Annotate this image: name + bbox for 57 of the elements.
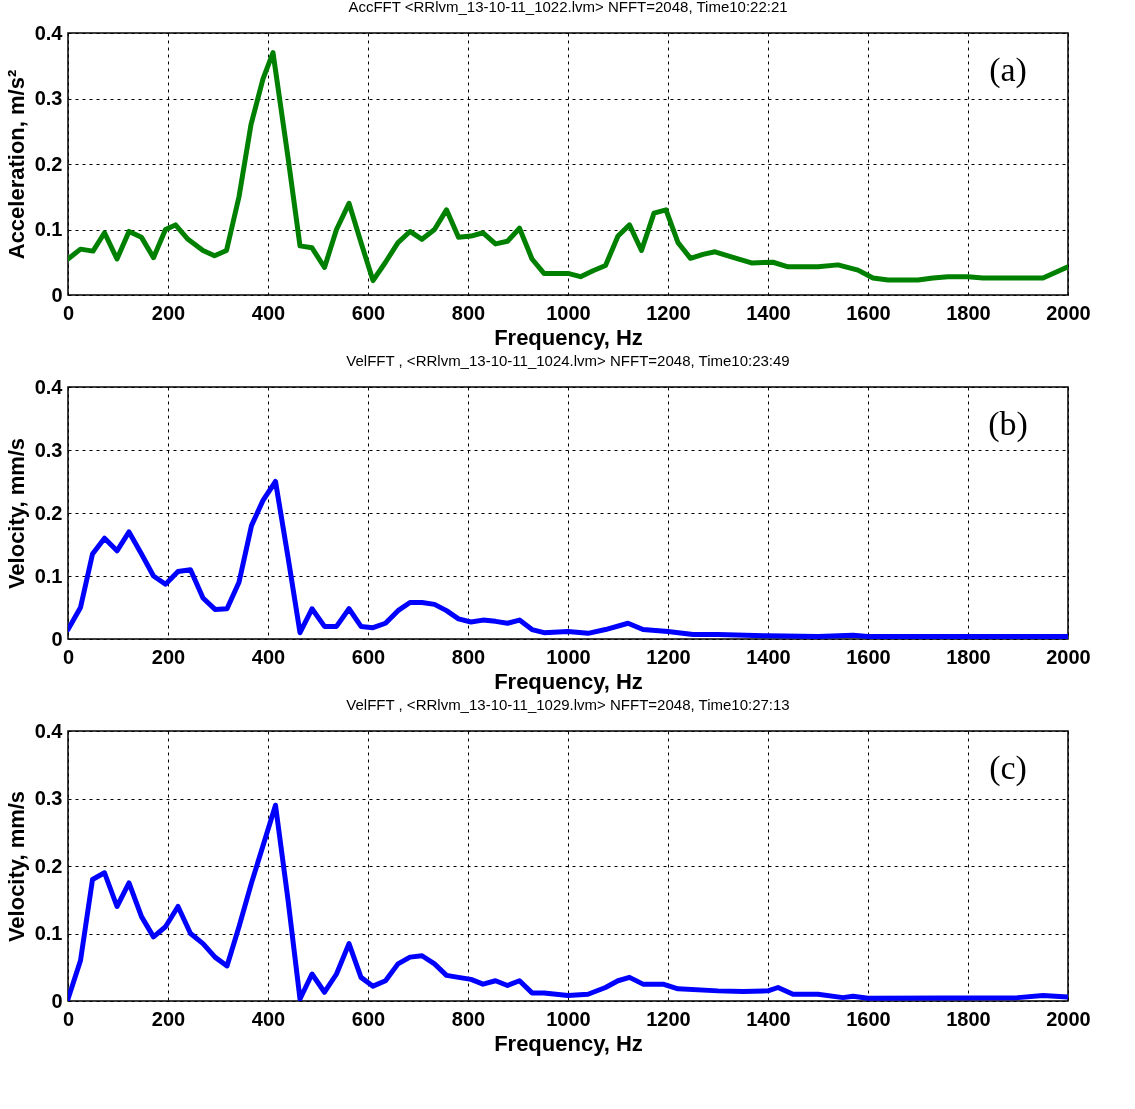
y-tick-label: 0.4 <box>34 719 64 742</box>
x-tick-label: 200 <box>151 301 186 324</box>
annotation: (c) <box>989 749 1027 787</box>
chart-title: AccFFT <RRlvm_13-10-11_1022.lvm> NFFT=2048, Time10:22:21 <box>348 0 788 15</box>
x-tick-label: 1400 <box>746 1007 791 1030</box>
x-tick-label: 400 <box>251 645 286 668</box>
x-tick-label: 600 <box>351 645 386 668</box>
x-tick-label: 1600 <box>846 1007 891 1030</box>
x-tick-label: 1800 <box>946 645 991 668</box>
y-tick-label: 0.2 <box>34 501 63 524</box>
y-axis-title: Velocity, mm/s <box>3 790 29 943</box>
x-tick-label: 200 <box>151 1007 186 1030</box>
annotation: (b) <box>988 405 1028 443</box>
x-tick-label: 1200 <box>646 301 691 324</box>
x-tick-label: 1000 <box>546 301 591 324</box>
x-tick-label: 2000 <box>1046 1007 1091 1030</box>
x-tick-label: 1400 <box>746 301 791 324</box>
y-tick-label: 0.3 <box>34 787 63 809</box>
x-tick-label: 1200 <box>646 1007 691 1030</box>
x-tick-label: 1800 <box>946 301 991 324</box>
x-tick-label: 200 <box>151 645 186 668</box>
x-tick-label: 1000 <box>546 645 591 668</box>
y-tick-label: 0.4 <box>34 21 64 44</box>
chart-title: VelFFT , <RRlvm_13-10-11_1024.lvm> NFFT=2048, Time10:23:49 <box>346 352 790 369</box>
x-tick-label: 1600 <box>846 645 891 668</box>
x-axis-title: Frequency, Hz <box>494 1030 643 1056</box>
x-tick-label: 400 <box>251 301 286 324</box>
x-tick-label: 1000 <box>546 1007 591 1030</box>
x-axis-title: Frequency, Hz <box>494 668 643 694</box>
x-tick-label: 1200 <box>646 645 691 668</box>
x-tick-label: 2000 <box>1046 301 1091 324</box>
y-axis-title: Velocity, mm/s <box>3 437 29 590</box>
y-axis-title: Acceleration, m/s² <box>3 69 29 260</box>
y-tick-label: 0 <box>51 283 63 306</box>
x-tick-label: 1400 <box>746 645 791 668</box>
y-tick-label: 0.1 <box>34 922 63 944</box>
y-tick-label: 0.1 <box>34 564 63 587</box>
y-tick-label: 0.2 <box>34 854 63 877</box>
y-tick-label: 0.3 <box>34 87 63 109</box>
y-tick-label: 0.3 <box>34 438 63 461</box>
x-tick-label: 2000 <box>1046 645 1091 668</box>
y-tick-label: 0 <box>51 989 63 1012</box>
annotation: (a) <box>989 51 1027 89</box>
y-tick-label: 0.1 <box>34 218 63 240</box>
x-tick-label: 600 <box>351 301 386 324</box>
x-tick-label: 1600 <box>846 301 891 324</box>
x-axis-title: Frequency, Hz <box>494 324 643 350</box>
x-tick-label: 800 <box>451 645 486 668</box>
chart-title: VelFFT , <RRlvm_13-10-11_1029.lvm> NFFT=2048, Time10:27:13 <box>346 696 790 713</box>
y-tick-label: 0.2 <box>34 152 63 175</box>
x-tick-label: 600 <box>351 1007 386 1030</box>
x-tick-label: 1800 <box>946 1007 991 1030</box>
y-tick-label: 0.4 <box>34 375 64 398</box>
y-tick-label: 0 <box>51 627 63 650</box>
x-tick-label: 800 <box>451 1007 486 1030</box>
x-tick-label: 800 <box>451 301 486 324</box>
x-tick-label: 400 <box>251 1007 286 1030</box>
